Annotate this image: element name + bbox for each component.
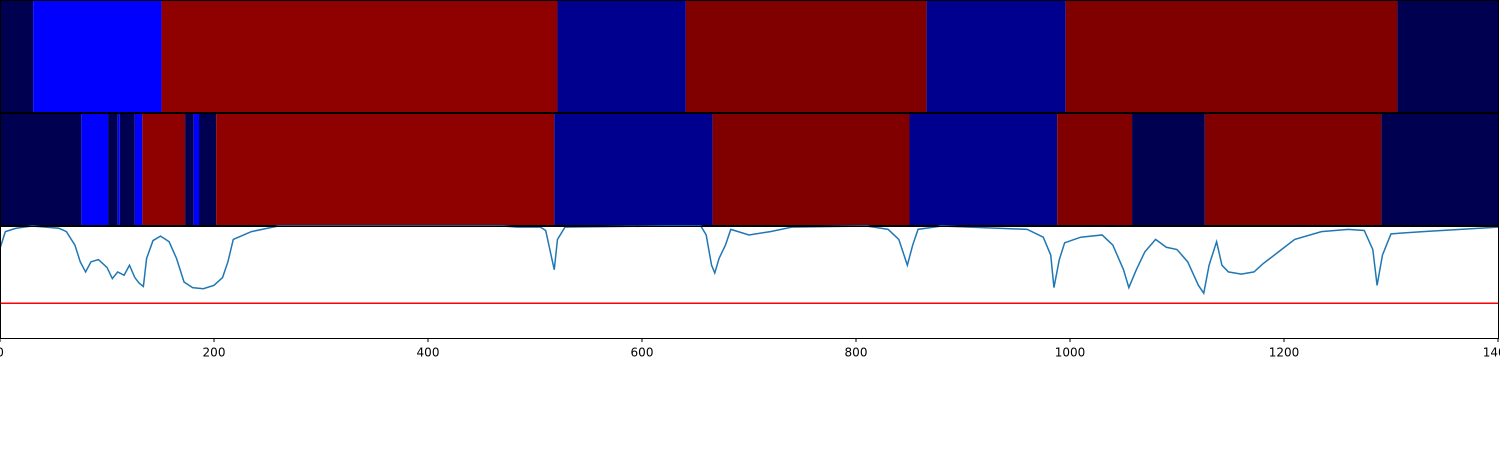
segment xyxy=(1397,0,1498,112)
x-tick-label: 200 xyxy=(203,346,226,360)
segment xyxy=(199,113,217,225)
segment xyxy=(1132,113,1205,225)
axes-frame xyxy=(0,0,1499,113)
segment xyxy=(119,113,135,225)
segment xyxy=(557,0,686,112)
segment xyxy=(161,0,558,112)
segment xyxy=(0,113,82,225)
segment xyxy=(134,113,143,225)
segment xyxy=(909,113,1058,225)
segment xyxy=(1057,113,1133,225)
segment xyxy=(108,113,118,225)
axes-frame xyxy=(0,226,1499,339)
segment xyxy=(216,113,555,225)
segment xyxy=(1381,113,1498,225)
segment xyxy=(185,113,194,225)
segment xyxy=(81,113,109,225)
x-tick-label: 1400 xyxy=(1483,346,1500,360)
segment xyxy=(554,113,713,225)
segment xyxy=(926,0,1066,112)
x-tick-label: 1000 xyxy=(1055,346,1086,360)
segment xyxy=(0,0,34,112)
data-line xyxy=(0,225,1499,296)
x-tick-label: 600 xyxy=(631,346,654,360)
segment xyxy=(117,113,120,225)
segment xyxy=(193,113,200,225)
x-tick-label: 400 xyxy=(417,346,440,360)
segment xyxy=(712,113,910,225)
segment xyxy=(1204,113,1382,225)
segment xyxy=(1065,0,1398,112)
segment xyxy=(685,0,927,112)
segment xyxy=(33,0,162,112)
x-tick-label: 0 xyxy=(0,346,4,360)
x-tick-label: 800 xyxy=(845,346,868,360)
segment xyxy=(142,113,186,225)
axes-frame xyxy=(0,113,1499,226)
x-tick-label: 1200 xyxy=(1269,346,1300,360)
